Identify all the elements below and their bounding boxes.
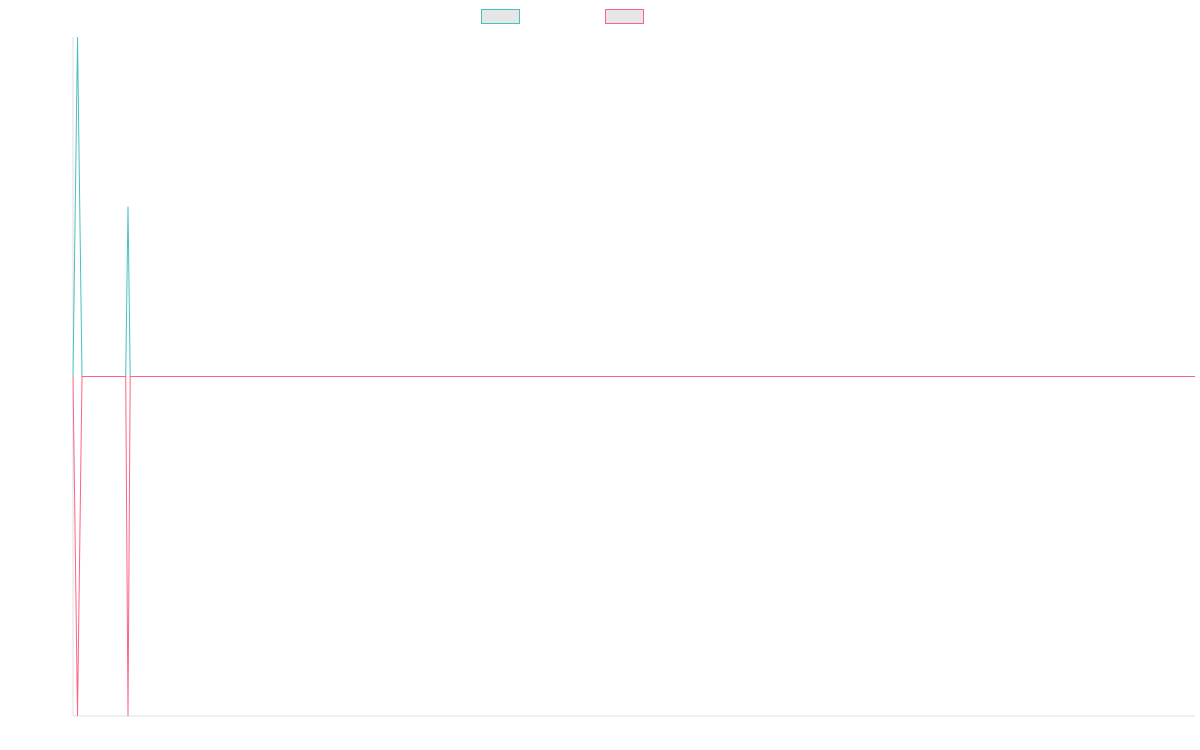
- series-line-2: [72, 376, 1195, 717]
- series-layer: [72, 36, 1195, 717]
- series-line-1: [72, 36, 1195, 377]
- legend-swatch-series-1[interactable]: [481, 9, 520, 24]
- legend-swatch-series-2[interactable]: [605, 9, 644, 24]
